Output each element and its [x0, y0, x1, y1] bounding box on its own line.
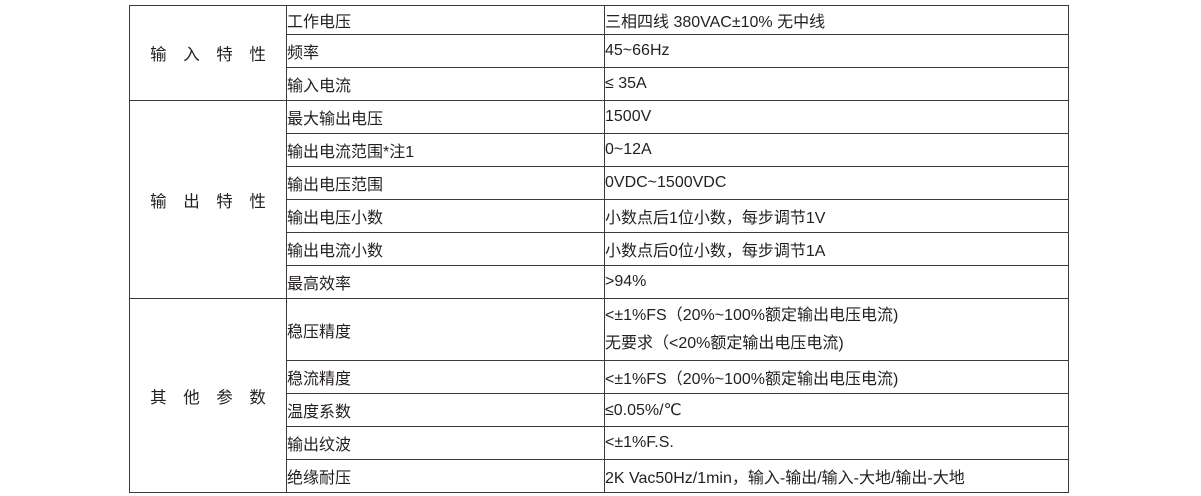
param-name: 输出电流小数: [286, 232, 605, 266]
param-name: 输入电流: [286, 67, 605, 101]
param-value: ≤0.05%/℃: [604, 393, 1069, 427]
param-name: 工作电压: [286, 5, 605, 35]
group-label-input-characteristics: 输 入 特 性: [129, 5, 287, 101]
param-name: 输出纹波: [286, 426, 605, 460]
param-value: 小数点后0位小数，每步调节1A: [604, 232, 1069, 266]
table-row: 其 他 参 数 稳压精度 <±1%FS（20%~100%额定输出电压电流) 无要…: [129, 298, 1069, 493]
specification-table: 输 入 特 性 工作电压 三相四线 380VAC±10% 无中线 频率 45~6…: [129, 5, 1069, 493]
param-name: 绝缘耐压: [286, 459, 605, 493]
table-row: 输入电流 ≤ 35A: [130, 67, 1069, 101]
param-name: 输出电压小数: [286, 199, 605, 233]
param-value: <±1%FS（20%~100%额定输出电压电流) 无要求（<20%额定输出电压电…: [604, 298, 1069, 361]
specification-table-body: 输 入 特 性 工作电压 三相四线 380VAC±10% 无中线 频率 45~6…: [129, 5, 1069, 493]
param-name: 温度系数: [286, 393, 605, 427]
param-value: <±1%FS（20%~100%额定输出电压电流): [604, 360, 1069, 394]
param-name: 最高效率: [286, 265, 605, 299]
param-value: 45~66Hz: [604, 34, 1069, 68]
param-value: <±1%F.S.: [604, 426, 1069, 460]
table-row: 输 入 特 性 工作电压 三相四线 380VAC±10% 无中线: [129, 5, 1069, 101]
group-label-output-characteristics: 输 出 特 性: [129, 100, 287, 299]
table-row: 输出电压范围 0VDC~1500VDC: [130, 166, 1069, 200]
table-row: 输出纹波 <±1%F.S.: [130, 426, 1069, 460]
group-label-other-parameters: 其 他 参 数: [129, 298, 287, 493]
param-value: 1500V: [604, 100, 1069, 134]
param-value: >94%: [604, 265, 1069, 299]
param-value-line: <±1%FS（20%~100%额定输出电压电流): [605, 306, 899, 324]
table-row: 绝缘耐压 2K Vac50Hz/1min，输入-输出/输入-大地/输出-大地: [130, 459, 1069, 493]
param-name: 频率: [286, 34, 605, 68]
table-row: 稳流精度 <±1%FS（20%~100%额定输出电压电流): [130, 360, 1069, 394]
table-row: 输出电流范围*注1 0~12A: [130, 133, 1069, 167]
table-row: 输出电压小数 小数点后1位小数，每步调节1V: [130, 199, 1069, 233]
param-name: 稳流精度: [286, 360, 605, 394]
param-value: 小数点后1位小数，每步调节1V: [604, 199, 1069, 233]
param-name: 输出电压范围: [286, 166, 605, 200]
param-value-line: 无要求（<20%额定输出电压电流): [605, 334, 844, 352]
table-row: 输 出 特 性 最大输出电压 1500V: [129, 100, 1069, 299]
param-value: ≤ 35A: [604, 67, 1069, 101]
param-name: 输出电流范围*注1: [286, 133, 605, 167]
param-value: 三相四线 380VAC±10% 无中线: [604, 5, 1069, 35]
param-value: 0~12A: [604, 133, 1069, 167]
param-name: 最大输出电压: [286, 100, 605, 134]
param-value: 2K Vac50Hz/1min，输入-输出/输入-大地/输出-大地: [604, 459, 1069, 493]
table-row: 输出电流小数 小数点后0位小数，每步调节1A: [130, 232, 1069, 266]
table-row: 频率 45~66Hz: [130, 34, 1069, 68]
param-name: 稳压精度: [286, 298, 605, 361]
table-row: 最高效率 >94%: [130, 265, 1069, 299]
param-value: 0VDC~1500VDC: [604, 166, 1069, 200]
